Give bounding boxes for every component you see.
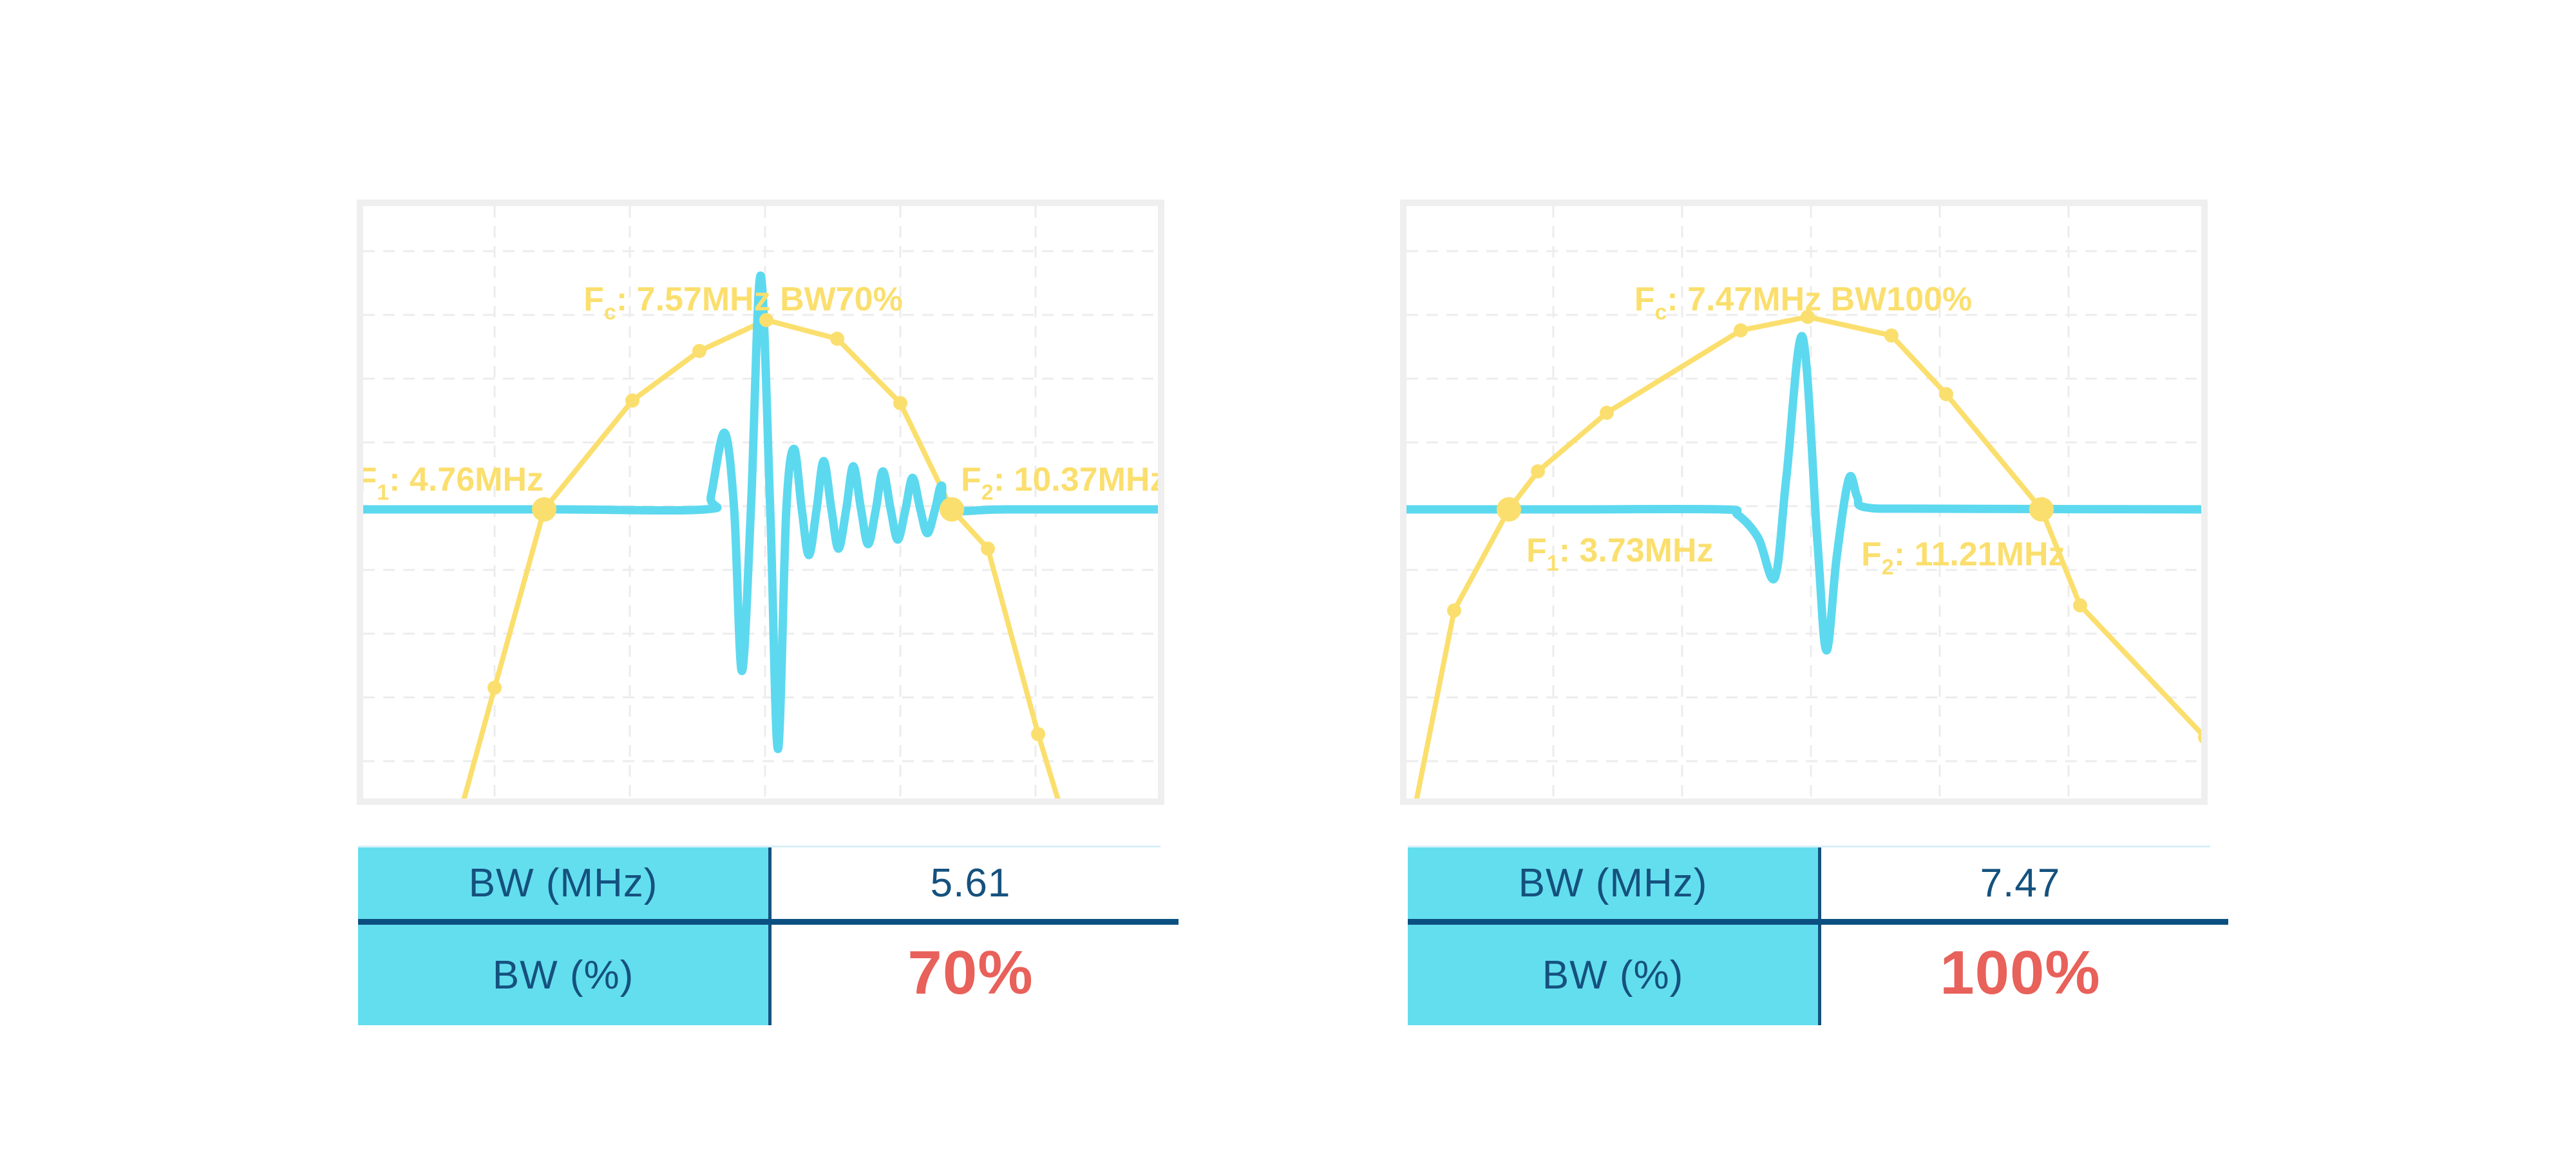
plot-layer bbox=[1406, 310, 2201, 799]
spectrum-chart-right: Fc: 7.47MHz BW100% F1: 3.73MHz F2: 11.21… bbox=[1400, 200, 2208, 805]
bandwidth-marker-dot bbox=[940, 497, 964, 522]
f2-frequency-label: F2: 10.37MHz bbox=[961, 461, 1158, 505]
bw-pct-label-cell: BW (%) bbox=[492, 952, 634, 998]
pulse-echo-waveform bbox=[363, 271, 1158, 753]
table-column-rule bbox=[1818, 847, 1821, 1025]
spectrum-plot-left: Fc: 7.57MHz BW70% F1: 4.76MHz F2: 10.37M… bbox=[363, 206, 1158, 799]
spectrum-chart-left: Fc: 7.57MHz BW70% F1: 4.76MHz F2: 10.37M… bbox=[357, 200, 1164, 805]
plot-layer bbox=[363, 271, 1158, 799]
envelope-data-dot bbox=[1031, 727, 1045, 741]
table-row-rule bbox=[1408, 919, 2228, 925]
envelope-data-dot bbox=[2198, 731, 2201, 744]
envelope-data-dot bbox=[830, 332, 844, 346]
bandwidth-marker-dot bbox=[2029, 497, 2054, 522]
envelope-data-dot bbox=[893, 396, 907, 410]
bw-mhz-label-cell: BW (MHz) bbox=[468, 861, 658, 905]
bw-mhz-label-cell: BW (MHz) bbox=[1518, 861, 1708, 905]
envelope-data-dot bbox=[1939, 387, 1953, 401]
table-column-rule bbox=[768, 847, 772, 1025]
bw-mhz-value-cell: 5.61 bbox=[930, 861, 1011, 905]
envelope-data-dot bbox=[488, 681, 502, 695]
table-header-column-background bbox=[1408, 847, 1818, 1025]
f2-frequency-label: F2: 11.21MHz bbox=[1861, 536, 2065, 580]
table-top-rule bbox=[358, 846, 1160, 847]
center-frequency-label: Fc: 7.57MHz BW70% bbox=[583, 281, 903, 325]
spectrum-plot-right: Fc: 7.47MHz BW100% F1: 3.73MHz F2: 11.21… bbox=[1406, 206, 2201, 799]
envelope-data-dot bbox=[1531, 464, 1545, 478]
center-frequency-label: Fc: 7.47MHz BW100% bbox=[1634, 281, 1973, 325]
envelope-data-dot bbox=[1734, 323, 1748, 337]
bw-pct-value-cell: 100% bbox=[1940, 938, 2101, 1007]
table-header-column-background bbox=[358, 847, 768, 1025]
envelope-data-dot bbox=[2073, 598, 2087, 612]
envelope-data-dot bbox=[692, 344, 706, 358]
f1-frequency-label: F1: 3.73MHz bbox=[1526, 532, 1714, 576]
bw-mhz-value-cell: 7.47 bbox=[1980, 861, 2061, 905]
pulse-echo-waveform bbox=[1406, 332, 2201, 655]
envelope-data-dot bbox=[1447, 603, 1461, 618]
spectrum-envelope-line bbox=[1414, 314, 2201, 799]
table-row-rule bbox=[358, 919, 1179, 925]
envelope-data-dot bbox=[981, 542, 995, 556]
bw-table-right: BW (MHz) 7.47 BW (%) 100% bbox=[1408, 846, 2228, 1039]
envelope-data-dot bbox=[1884, 328, 1899, 343]
table-top-rule bbox=[1408, 846, 2210, 847]
envelope-data-dot bbox=[759, 313, 773, 327]
spectrum-envelope-line bbox=[461, 317, 1061, 799]
bandwidth-marker-dot bbox=[1497, 497, 1521, 522]
bw-table-left: BW (MHz) 5.61 BW (%) 70% bbox=[358, 846, 1179, 1039]
bw-pct-label-cell: BW (%) bbox=[1542, 952, 1684, 998]
envelope-data-dot bbox=[625, 393, 639, 408]
f1-frequency-label: F1: 4.76MHz bbox=[363, 461, 544, 505]
bandwidth-marker-dot bbox=[532, 497, 556, 522]
envelope-data-dot bbox=[1801, 310, 1815, 324]
envelope-data-dot bbox=[1600, 406, 1614, 420]
bw-pct-value-cell: 70% bbox=[907, 938, 1034, 1007]
